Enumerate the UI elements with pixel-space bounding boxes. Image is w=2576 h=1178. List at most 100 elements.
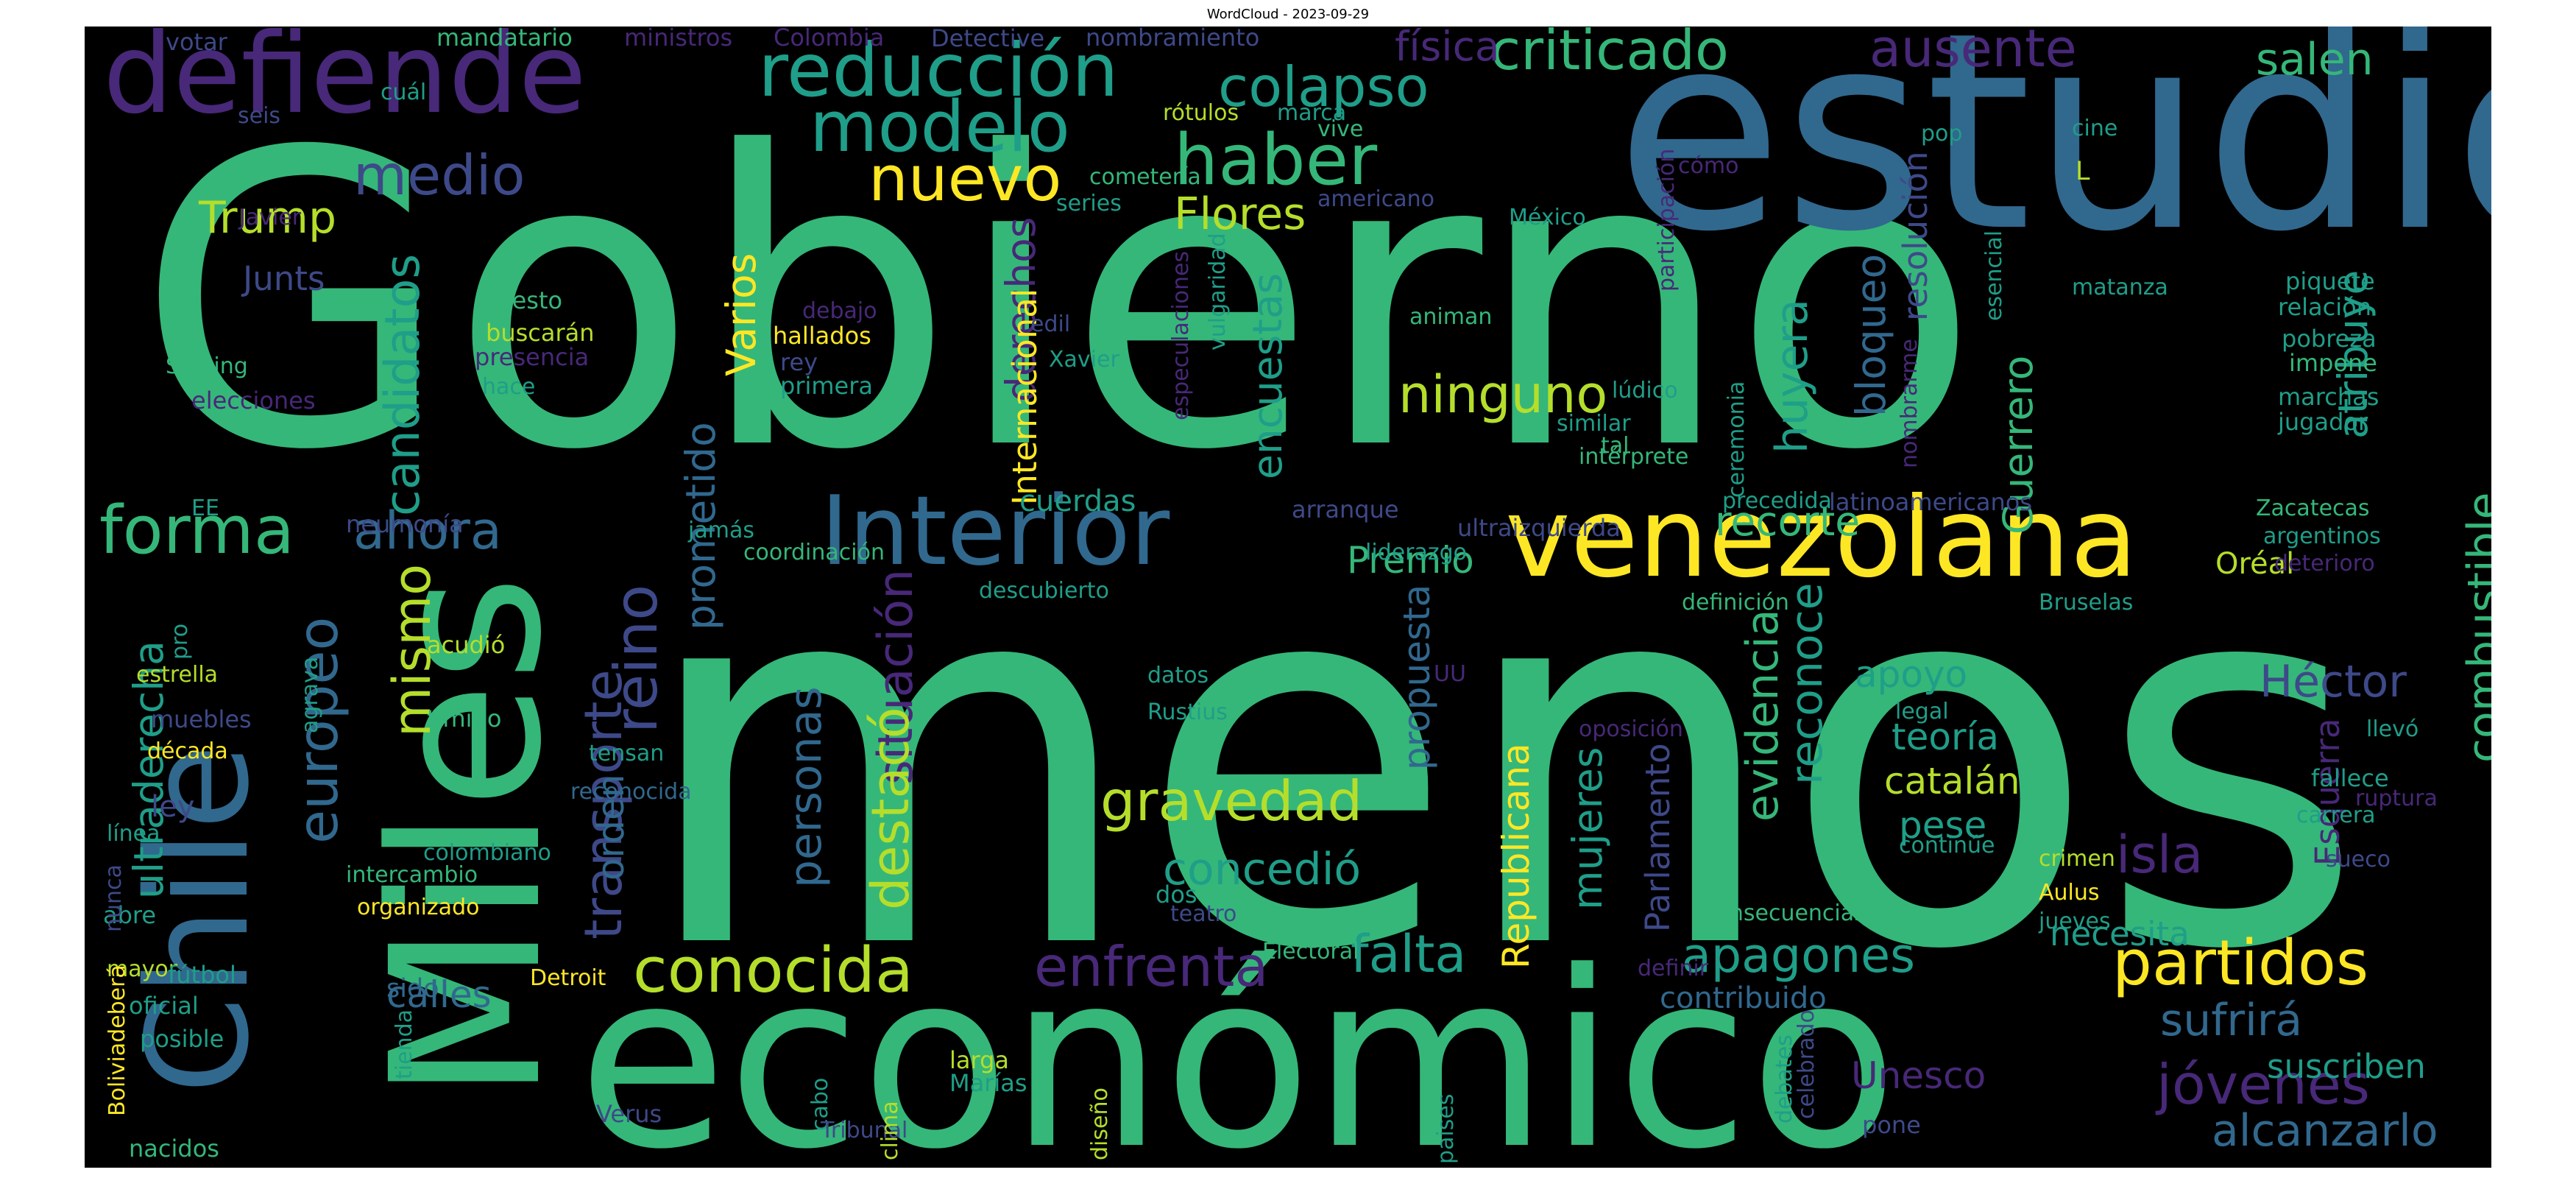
word: Colombia (774, 27, 885, 52)
word: clima (877, 1101, 903, 1160)
word: precedida (1722, 488, 1832, 514)
word: nombrarme (1897, 339, 1922, 468)
word: venezolana (1505, 474, 2138, 602)
word: pro (167, 623, 193, 660)
word: cuál (381, 80, 427, 105)
word: reconoce (1781, 582, 1833, 785)
word: propuesta (1395, 584, 1438, 770)
word: concedió (1163, 844, 1362, 895)
word: latinoamericanos (1829, 488, 2033, 516)
word: jóvenes (2156, 1052, 2371, 1117)
word: defiende (103, 27, 587, 138)
word: UU (1434, 661, 1466, 687)
word: estrella (136, 662, 219, 688)
word: descubierto (979, 578, 1109, 604)
word: Unesco (1851, 1054, 1986, 1097)
word: Oréal (2215, 547, 2295, 581)
word: criticado (1490, 27, 1729, 82)
word: pone (1862, 1111, 1921, 1139)
word: jueves (2039, 909, 2111, 934)
word: salen (2256, 34, 2374, 85)
word: hace (482, 374, 536, 400)
word: sueco (2326, 847, 2391, 872)
word: huyera (1766, 299, 1818, 454)
word: década (147, 738, 228, 764)
word: argentinos (2263, 523, 2381, 549)
word: coordinación (743, 540, 885, 565)
word: Zacatecas (2256, 495, 2370, 521)
word: liderazgo (1365, 540, 1468, 565)
word: Javier (239, 205, 302, 230)
word: Gobierno (136, 66, 1980, 538)
word: especulaciones (1168, 250, 1194, 420)
word: edil (1030, 311, 1071, 337)
word: teatro (1170, 901, 1237, 927)
word: deterioro (2274, 551, 2375, 576)
word: seis (238, 103, 281, 129)
word: Trump (199, 192, 337, 244)
word: Bruselas (2039, 590, 2134, 616)
word: arranque (1292, 495, 1399, 523)
word: larga (949, 1046, 1010, 1074)
word: teoría (1892, 716, 2000, 758)
word: nuevo (868, 143, 1062, 216)
word: destacó (860, 707, 921, 910)
word: reducción (758, 27, 1119, 113)
word: medio (353, 143, 526, 208)
word: elecciones (191, 387, 316, 415)
word: fútbol (168, 961, 236, 989)
word: legal (1895, 699, 1949, 724)
word: económico (578, 920, 1898, 1168)
word: hallados (773, 322, 871, 350)
word: acudió (427, 631, 506, 659)
word: similar (1557, 411, 1631, 437)
word: contribuido (1660, 981, 1827, 1015)
word: americano (1317, 186, 1434, 212)
word: marca (1277, 100, 1347, 126)
word: ninguno (1398, 364, 1608, 425)
word: definir (1638, 956, 1709, 981)
word: esencial (1981, 230, 2007, 321)
word: Tribunal (821, 1118, 908, 1143)
word: nacidos (129, 1135, 219, 1163)
word: rey (780, 348, 818, 376)
word: celebrado (1794, 1009, 1819, 1119)
word: oposición (1579, 716, 1683, 742)
word: vulgaridad (1205, 233, 1231, 350)
word: pese (1899, 804, 1987, 847)
word: línea (107, 821, 160, 847)
word: estudio (1616, 27, 2491, 292)
word: rótulos (1163, 100, 1239, 126)
word: dos (1156, 881, 1197, 909)
word: apoyo (1855, 653, 1968, 696)
word: cuerdas (1019, 484, 1136, 518)
word: Xavier (1049, 347, 1119, 373)
word: impone (2289, 349, 2377, 377)
word: lúdico (1612, 378, 1678, 403)
word: Interior (821, 475, 1170, 587)
word: intérprete (1579, 444, 1689, 470)
word: llevó (2366, 716, 2419, 742)
word: reconocida (570, 779, 692, 805)
word: carrera (2296, 803, 2376, 828)
word: suscriben (2267, 1047, 2426, 1086)
word: sufrirá (2160, 995, 2303, 1046)
word: mandatario (436, 27, 573, 52)
word: jugador (2278, 408, 2368, 436)
word: diseño (1087, 1087, 1113, 1160)
word: Verus (596, 1100, 662, 1128)
word: forma (99, 492, 294, 569)
word: mujeres (1564, 747, 1611, 910)
word: gravedad (1100, 769, 1363, 833)
word: nunca (101, 864, 127, 932)
word: matanza (2072, 275, 2168, 300)
word: muebles (151, 705, 252, 733)
word: Flores (1174, 188, 1306, 240)
word: neumonía (346, 510, 464, 538)
word: Aulus (2039, 880, 2100, 906)
word: cómo (1678, 153, 1739, 179)
word: ausente (1869, 27, 2077, 79)
word: consecuencias (1704, 900, 1866, 926)
word: modelo (810, 87, 1070, 168)
word: menos (637, 462, 2366, 1062)
